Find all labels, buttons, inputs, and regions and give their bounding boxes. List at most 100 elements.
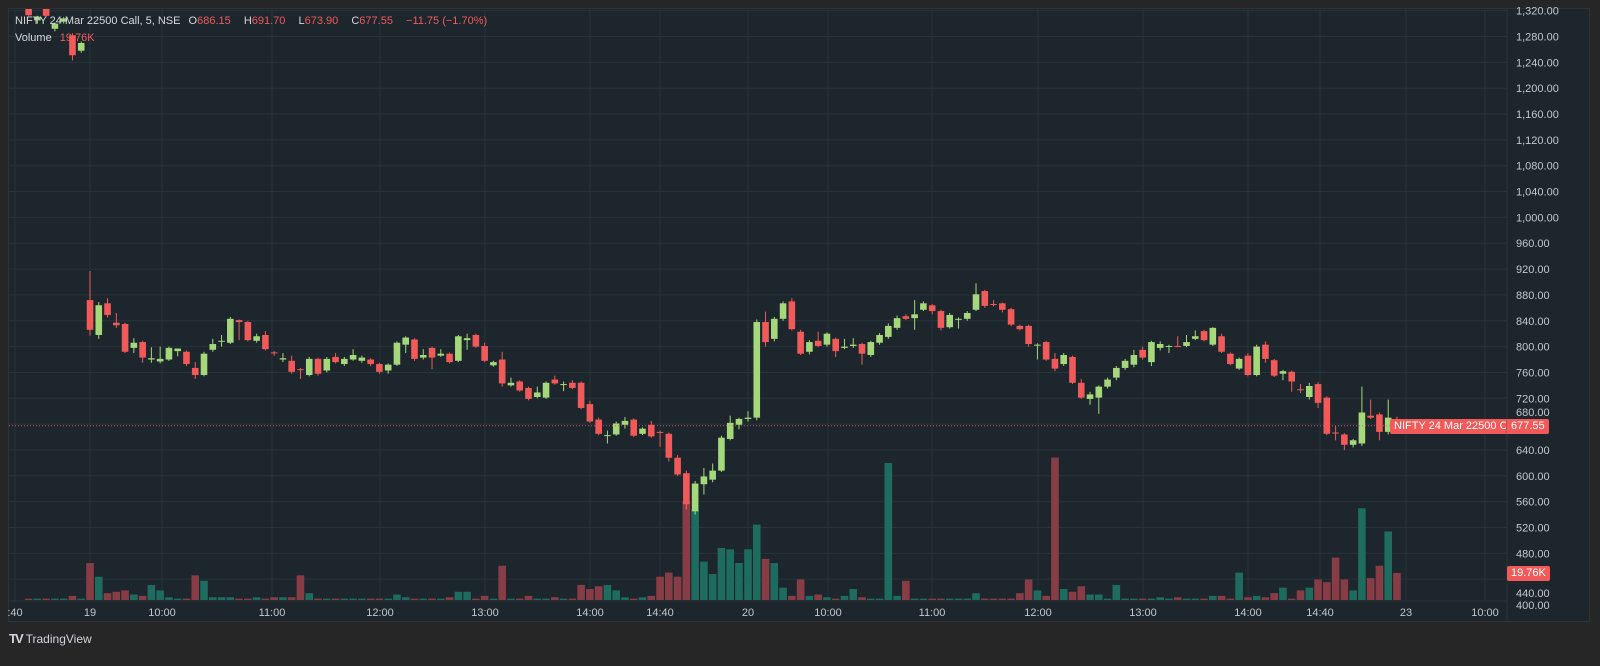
price-tick-label: 720.00 <box>1516 393 1550 405</box>
candle-body <box>376 364 383 372</box>
legend-volume-label[interactable]: Volume <box>15 32 52 44</box>
candle-body <box>297 369 304 371</box>
volume-bar <box>445 597 454 600</box>
candle-body <box>1253 346 1260 376</box>
candle-body <box>51 23 59 29</box>
tradingview-logo[interactable]: TV TradingView <box>9 631 92 646</box>
volume-bar <box>358 598 366 600</box>
legend-volume-row: Volume 19.76K <box>15 30 492 47</box>
candle-body <box>990 303 997 305</box>
last-price-tag: 677.55 <box>1506 419 1549 434</box>
candle-body <box>472 334 480 347</box>
candle-body <box>797 331 804 354</box>
volume-bar <box>700 561 708 600</box>
volume-bar <box>603 584 612 600</box>
time-tick-label: 10:00 <box>1471 607 1499 619</box>
volume-bar <box>1296 590 1305 600</box>
volume-bar <box>287 597 296 600</box>
price-tick-label: 1,040.00 <box>1516 187 1559 199</box>
volume-bar <box>147 584 156 600</box>
candle-body <box>551 379 559 384</box>
volume-bar <box>1086 594 1094 600</box>
candle-body <box>876 334 883 343</box>
candle-body <box>788 301 796 330</box>
candle-body <box>191 367 199 376</box>
candle-body <box>683 473 690 505</box>
candle-body <box>1077 382 1085 398</box>
candle-body <box>893 318 901 328</box>
volume-bar <box>77 598 86 600</box>
volume-bar <box>972 593 980 600</box>
candle-body <box>753 322 761 418</box>
price-tick-label: 1,280.00 <box>1516 32 1559 44</box>
volume-bar <box>656 576 664 600</box>
candle-body <box>1384 417 1392 432</box>
volume-bar <box>665 572 673 600</box>
candle-body <box>999 303 1006 310</box>
time-tick-label: 14:40 <box>1306 607 1334 619</box>
price-tick-label: 600.00 <box>1516 471 1550 483</box>
candle-body <box>1086 394 1094 399</box>
candle-body <box>902 316 910 319</box>
volume-bar <box>437 598 445 600</box>
candle-body <box>463 338 471 341</box>
candle-body <box>621 420 629 425</box>
price-tick-label: 920.00 <box>1516 264 1550 276</box>
time-tick-label: 23 <box>1400 607 1412 619</box>
volume-bar <box>296 575 305 600</box>
volume-bar <box>823 597 831 600</box>
time-tick-label: 14:00 <box>576 607 604 619</box>
candle-body <box>1139 349 1146 358</box>
volume-bar <box>489 598 498 600</box>
candle-body <box>920 303 927 310</box>
candle-body <box>674 457 681 475</box>
candle-body <box>1121 360 1129 368</box>
volume-bar <box>331 598 340 600</box>
candle-body <box>963 313 971 319</box>
candle-body <box>832 338 839 352</box>
volume-bar <box>173 598 182 600</box>
candle-body <box>130 342 138 348</box>
candle-body <box>270 352 278 354</box>
candle-body <box>156 358 164 362</box>
volume-bar <box>1051 457 1059 600</box>
volume-bar <box>130 594 138 600</box>
candle-body <box>1095 386 1103 398</box>
candle-body <box>1297 389 1304 391</box>
candle-body <box>1349 440 1357 445</box>
candle-body <box>77 42 85 51</box>
time-tick-label: 14:40 <box>646 607 674 619</box>
volume-bar <box>498 565 506 600</box>
candle-body <box>419 354 427 358</box>
candle-body <box>349 354 357 360</box>
candle-body <box>1060 354 1068 365</box>
volume-bar <box>735 563 743 600</box>
volume-bar <box>568 598 577 600</box>
volume-bar <box>1068 591 1077 600</box>
volume-bar <box>51 598 59 600</box>
legend-open-label: O <box>188 15 198 27</box>
price-tick-label: 1,200.00 <box>1516 83 1559 95</box>
volume-bar <box>752 524 761 600</box>
time-tick-label: 12:00 <box>1024 607 1052 619</box>
candle-body <box>139 342 146 358</box>
candle-body <box>34 17 41 21</box>
candle-body <box>1376 414 1383 432</box>
candle-body <box>1042 342 1050 360</box>
volume-bar <box>1033 590 1042 600</box>
volume-bar <box>1095 594 1103 600</box>
volume-bar <box>42 598 50 600</box>
volume-bar <box>577 584 585 600</box>
volume-bar <box>1244 597 1252 600</box>
candle-body <box>955 318 962 320</box>
candle-body <box>1007 309 1015 325</box>
legend-symbol[interactable]: NIFTY 24 Mar 22500 Call, 5, NSE <box>15 15 181 27</box>
volume-bar <box>1217 595 1226 600</box>
candle-body <box>665 433 673 458</box>
volume-bar <box>893 595 901 600</box>
volume-bar <box>1173 597 1182 600</box>
volume-bar <box>1042 595 1050 600</box>
volume-bar <box>226 597 235 600</box>
candle-body <box>1288 371 1296 382</box>
